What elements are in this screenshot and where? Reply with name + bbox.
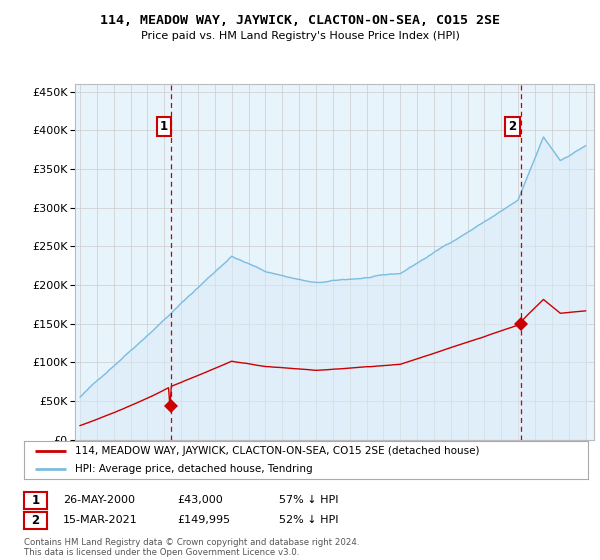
- Text: 1: 1: [31, 494, 40, 507]
- Text: Price paid vs. HM Land Registry's House Price Index (HPI): Price paid vs. HM Land Registry's House …: [140, 31, 460, 41]
- Text: 114, MEADOW WAY, JAYWICK, CLACTON-ON-SEA, CO15 2SE (detached house): 114, MEADOW WAY, JAYWICK, CLACTON-ON-SEA…: [75, 446, 479, 456]
- Text: 114, MEADOW WAY, JAYWICK, CLACTON-ON-SEA, CO15 2SE: 114, MEADOW WAY, JAYWICK, CLACTON-ON-SEA…: [100, 14, 500, 27]
- Text: HPI: Average price, detached house, Tendring: HPI: Average price, detached house, Tend…: [75, 464, 313, 474]
- Text: £149,995: £149,995: [177, 515, 230, 525]
- Text: 2: 2: [508, 120, 517, 133]
- Text: 52% ↓ HPI: 52% ↓ HPI: [279, 515, 338, 525]
- Text: Contains HM Land Registry data © Crown copyright and database right 2024.
This d: Contains HM Land Registry data © Crown c…: [24, 538, 359, 557]
- Text: 26-MAY-2000: 26-MAY-2000: [63, 495, 135, 505]
- Text: 1: 1: [160, 120, 168, 133]
- Text: 57% ↓ HPI: 57% ↓ HPI: [279, 495, 338, 505]
- Text: 15-MAR-2021: 15-MAR-2021: [63, 515, 138, 525]
- Text: £43,000: £43,000: [177, 495, 223, 505]
- Text: 2: 2: [31, 514, 40, 527]
